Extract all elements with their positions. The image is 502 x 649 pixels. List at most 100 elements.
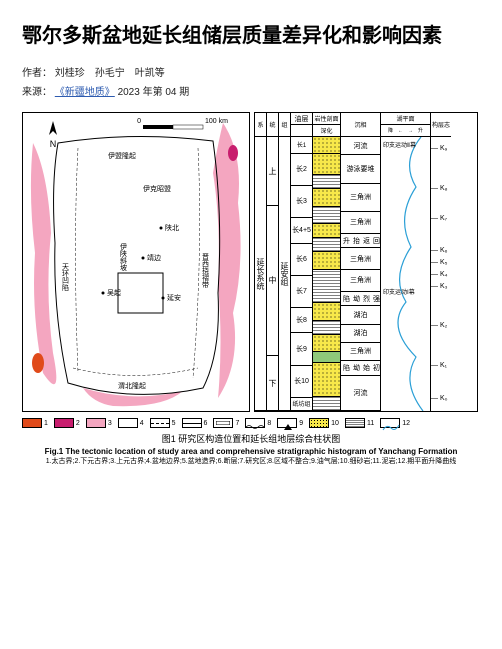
- authors-text: 刘桂珍 孙毛宁 叶凯等: [55, 68, 165, 79]
- strat-member: 长8: [291, 308, 312, 334]
- svg-text:伊陕斜坡: 伊陕斜坡: [120, 242, 128, 272]
- strat-member: 长9: [291, 333, 312, 365]
- place-labels: 伊盟隆起 伊克昭盟 天环凹陷 伊陕斜坡 陕北 晋西挠褶带 渭北隆起 吴起 靖边 …: [62, 151, 210, 390]
- study-area-rect: [118, 273, 163, 313]
- facies-cell: 游泳要堆: [341, 155, 380, 183]
- strat-member: 长3: [291, 186, 312, 218]
- uplift-west: [31, 143, 56, 384]
- legend-swatch: [380, 418, 400, 428]
- legend-number: 12: [402, 420, 410, 427]
- litho-mud: [313, 175, 340, 189]
- strat-bottom: 纸坊组: [291, 398, 312, 411]
- figure-caption-cn: 图1 研究区构造位置和延长组地层综合柱状图: [22, 432, 480, 445]
- litho-sand: [313, 363, 340, 397]
- legend-swatch: [182, 418, 202, 428]
- legend-number: 3: [108, 420, 112, 427]
- litho-sand: [313, 137, 340, 154]
- svg-text:渭北隆起: 渭北隆起: [118, 381, 146, 390]
- litho-mud: [313, 207, 340, 224]
- legend-item: 10: [309, 418, 339, 428]
- legend-item: 11: [345, 418, 374, 428]
- legend-swatch: [150, 418, 170, 428]
- legend-item: 3: [86, 418, 112, 428]
- strat-member: 长2: [291, 154, 312, 186]
- figure-caption-en: Fig.1 The tectonic location of study are…: [22, 447, 480, 456]
- fault-line-s: [73, 368, 198, 376]
- strat-hdr-curve2: 降 ← → 升: [381, 125, 430, 137]
- page-title: 鄂尔多斯盆地延长组储层质量差异化和影响因素: [22, 18, 480, 54]
- svg-text:0: 0: [137, 118, 141, 125]
- facies-cell: 河流: [341, 376, 380, 411]
- litho-sand: [313, 154, 340, 175]
- svg-text:伊盟隆起: 伊盟隆起: [108, 151, 136, 160]
- legend-swatch: [86, 418, 106, 428]
- legend-item: 2: [54, 418, 80, 428]
- source-issue: 2023 年第 04 期: [118, 87, 190, 98]
- legend-number: 4: [140, 420, 144, 427]
- legend-number: 2: [76, 420, 80, 427]
- litho-green: [313, 352, 340, 363]
- legend-number: 6: [204, 420, 208, 427]
- source-label: 来源：: [22, 87, 52, 98]
- fault-line: [76, 148, 79, 373]
- authors-label: 作者：: [22, 68, 52, 79]
- legend-swatch: [54, 418, 74, 428]
- tectonic-map-svg: N 0 100 km: [23, 113, 249, 411]
- litho-sand: [313, 252, 340, 269]
- strat-hdr-facies: 沉相: [341, 113, 380, 137]
- tectonic-event: 印支运动Ⅰ幕: [383, 287, 415, 296]
- litho-sand: [313, 224, 340, 238]
- facies-cell: 初始坳陷: [341, 361, 380, 376]
- litho-sand: [313, 189, 340, 206]
- map-panel: N 0 100 km: [22, 112, 250, 412]
- uplift-east: [213, 123, 241, 398]
- strat-hdr-marker: 构层志: [431, 113, 451, 137]
- facies-cell: 三角洲: [341, 270, 380, 292]
- facies-cell: 三角洲: [341, 212, 380, 234]
- legend-number: 8: [267, 420, 271, 427]
- svg-text:N: N: [50, 139, 57, 149]
- strat-member: 长1: [291, 137, 312, 154]
- strat-group: 延安组: [279, 137, 290, 411]
- facies-cell: 三角洲: [341, 184, 380, 212]
- legend-swatch: [309, 418, 329, 428]
- strat-member: 长7: [291, 276, 312, 308]
- legend-number: 5: [172, 420, 176, 427]
- north-arrow-icon: N: [49, 121, 57, 149]
- paleo-blob2: [228, 145, 238, 161]
- strat-member: 长4+5: [291, 218, 312, 244]
- litho-mud: [313, 270, 340, 304]
- marker-col: — K₉ — K₈ — K₇ — K₆ — K₅ — K₄ — K₃ — K₂ …: [431, 137, 451, 411]
- svg-text:吴起: 吴起: [107, 289, 121, 297]
- legend-item: 8: [245, 418, 271, 428]
- legend-swatch: [277, 418, 297, 428]
- strat-hdr-member: 油层: [291, 113, 312, 125]
- strat-system: 延长系统: [255, 137, 266, 411]
- legend-number: 10: [331, 420, 339, 427]
- source-line: 来源： 《新疆地质》 2023 年第 04 期: [22, 83, 480, 98]
- strat-hdr-sub: 深化: [313, 125, 340, 137]
- legend-item: 1: [22, 418, 48, 428]
- legend-item: 9: [277, 418, 303, 428]
- facies-cell: 回返抬升: [341, 234, 380, 249]
- strat-series: 中: [267, 206, 278, 356]
- legend-swatch: [245, 418, 265, 428]
- scale-bar: 0 100 km: [137, 118, 228, 129]
- facies-cell: 强烈坳陷: [341, 292, 380, 307]
- source-journal-link[interactable]: 《新疆地质》: [55, 87, 115, 98]
- litho-sand: [313, 335, 340, 352]
- legend-item: 5: [150, 418, 176, 428]
- svg-text:伊克昭盟: 伊克昭盟: [143, 184, 171, 193]
- legend-number: 7: [235, 420, 239, 427]
- litho-mud: [313, 321, 340, 335]
- tectonic-event: 印支运动Ⅱ幕: [383, 140, 416, 149]
- svg-text:100 km: 100 km: [205, 118, 228, 125]
- legend-number: 1: [44, 420, 48, 427]
- strat-hdr-curve: 湖平面: [381, 113, 430, 125]
- svg-text:靖边: 靖边: [147, 253, 161, 262]
- legend-number: 11: [367, 420, 374, 427]
- legend-item: 12: [380, 418, 410, 428]
- legend-number: 9: [299, 420, 303, 427]
- figure-caption-detail: 1.太古界;2.下元古界;3.上元古界;4.盆地边界;5.盆地造界;6.断层;7…: [22, 458, 480, 466]
- svg-text:晋西挠褶带: 晋西挠褶带: [202, 253, 210, 289]
